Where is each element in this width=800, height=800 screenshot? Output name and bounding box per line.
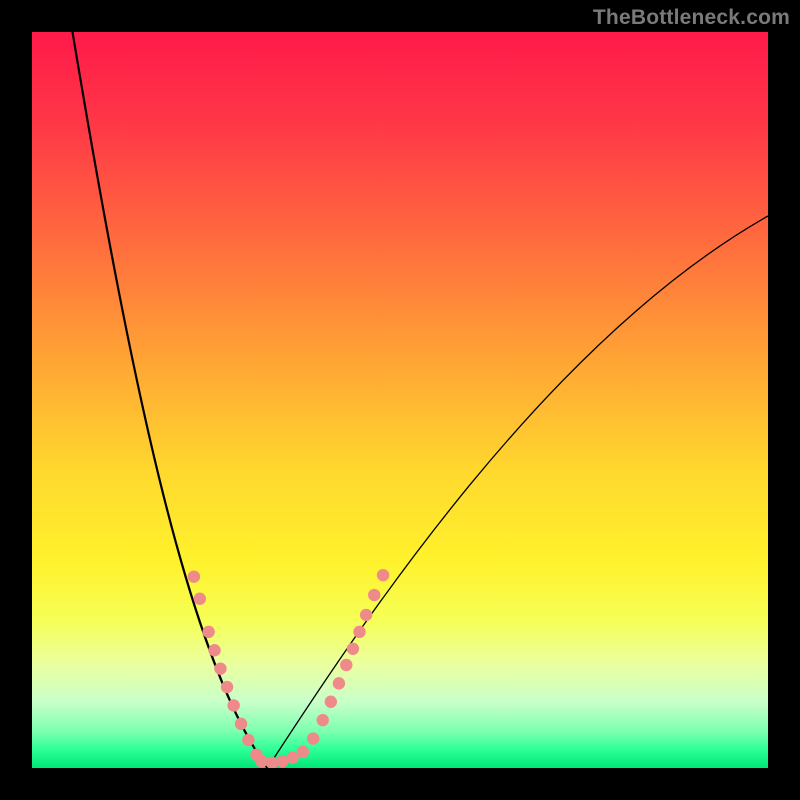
data-marker [347, 643, 359, 655]
data-marker [188, 570, 200, 582]
data-marker [297, 746, 309, 758]
data-marker [307, 732, 319, 744]
data-marker [317, 714, 329, 726]
data-marker [214, 662, 226, 674]
plot-svg [32, 32, 768, 768]
data-marker [194, 593, 206, 605]
data-marker [333, 677, 345, 689]
data-marker [202, 626, 214, 638]
data-marker [325, 696, 337, 708]
data-marker [221, 681, 233, 693]
data-marker [235, 718, 247, 730]
chart-container: TheBottleneck.com [0, 0, 800, 800]
data-marker [208, 644, 220, 656]
data-marker [360, 609, 372, 621]
plot-area [32, 32, 768, 768]
watermark-text: TheBottleneck.com [593, 6, 790, 30]
data-marker [377, 569, 389, 581]
data-marker [353, 626, 365, 638]
data-marker [340, 659, 352, 671]
data-marker [242, 734, 254, 746]
gradient-background [32, 32, 768, 768]
data-marker [368, 589, 380, 601]
data-marker [227, 699, 239, 711]
